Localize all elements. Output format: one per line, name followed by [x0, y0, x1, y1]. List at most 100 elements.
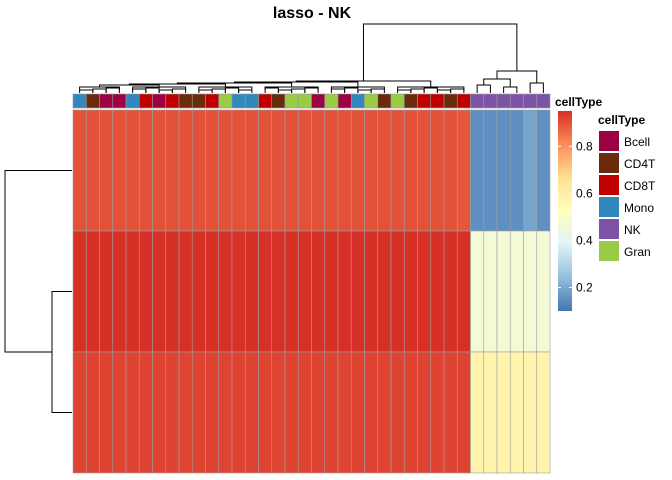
heatmap-cell: [430, 109, 445, 232]
heatmap-cell: [324, 230, 339, 353]
annotation-cell-cd4t: [443, 93, 458, 109]
heatmap-cell: [350, 109, 365, 232]
annotation-cell-cd4t: [178, 93, 193, 109]
column-dendrogram-branch: [370, 88, 385, 93]
column-dendrogram-branch: [105, 87, 120, 93]
row-dendrogram-branch: [51, 291, 72, 413]
heatmap-cell: [364, 230, 379, 353]
heatmap-cell: [470, 109, 485, 232]
heatmap-cell: [337, 230, 352, 353]
legend-label-bcell: Bcell: [624, 135, 650, 149]
heatmap-cell: [483, 351, 498, 474]
heatmap-cell: [205, 109, 220, 232]
heatmap-cell: [152, 109, 167, 232]
column-dendrogram-branch: [357, 89, 372, 93]
annotation-cell-mono: [125, 93, 140, 109]
heatmap-cell: [138, 109, 153, 232]
annotation-cell-gran: [297, 93, 312, 109]
heatmap-cell: [337, 351, 352, 474]
heatmap-cell: [165, 230, 180, 353]
annotation-cell-bcell: [337, 93, 352, 109]
annotation-bar-label: cellType: [555, 95, 602, 109]
annotation-cell-cd8t: [430, 93, 445, 109]
annotation-cell-mono: [231, 93, 246, 109]
column-dendrogram-branch: [79, 89, 94, 93]
heatmap-cell: [112, 109, 127, 232]
heatmap-cell: [417, 351, 432, 474]
annotation-cell-nk: [496, 93, 511, 109]
row-dendrogram-branch: [4, 170, 72, 353]
heatmap-cell: [85, 351, 100, 474]
annotation-cell-cd4t: [271, 93, 286, 109]
heatmap-cell: [523, 351, 538, 474]
heatmap-cell: [125, 230, 140, 353]
annotation-cell-mono: [72, 93, 87, 109]
column-dendrogram-branch: [450, 88, 465, 93]
annotation-cell-nk: [470, 93, 485, 109]
heatmap-cell: [138, 351, 153, 474]
annotation-cell-gran: [218, 93, 233, 109]
column-dendrogram-branch: [158, 89, 173, 93]
heatmap-cell: [483, 109, 498, 232]
annotation-cell-bcell: [152, 93, 167, 109]
heatmap-cell: [470, 230, 485, 353]
column-dendrogram-branch: [476, 84, 491, 93]
column-dendrogram-branch: [344, 87, 359, 93]
column-dendrogram-branch: [496, 70, 538, 83]
heatmap-cell: [364, 109, 379, 232]
heatmap-cell: [191, 109, 206, 232]
heatmap-cell: [99, 351, 114, 474]
annotation-cell-cd4t: [191, 93, 206, 109]
heatmap-cell: [443, 109, 458, 232]
row-dendrogram: [4, 170, 72, 413]
column-dendrogram-branch: [410, 88, 425, 93]
heatmap-cell: [297, 109, 312, 232]
legend-swatch-cd8t: [599, 175, 619, 195]
annotation-cell-nk: [483, 93, 498, 109]
column-dendrogram-branch: [211, 88, 226, 93]
heatmap-cell: [72, 230, 87, 353]
heatmap-cell: [244, 230, 259, 353]
heatmap-cell: [218, 109, 233, 232]
legend-title: cellType: [598, 113, 645, 127]
heatmap-cell: [85, 109, 100, 232]
heatmap-cell: [456, 230, 471, 353]
heatmap-cell: [231, 351, 246, 474]
heatmap-cell: [112, 230, 127, 353]
annotation-cell-mono: [350, 93, 365, 109]
heatmap-cell: [165, 109, 180, 232]
heatmap-cell: [496, 230, 511, 353]
heatmap-cell: [364, 351, 379, 474]
column-dendrogram-branch: [503, 86, 518, 93]
heatmap-cell: [350, 351, 365, 474]
heatmap-cell: [99, 230, 114, 353]
heatmap-cell: [456, 109, 471, 232]
colorbar-tick-label: 0.6: [576, 186, 593, 200]
heatmap-cell: [218, 351, 233, 474]
heatmap-cell: [284, 351, 299, 474]
annotation-cell-nk: [509, 93, 524, 109]
heatmap-cell: [470, 351, 485, 474]
heatmap-cell: [509, 230, 524, 353]
heatmap-cell: [271, 230, 286, 353]
legend-label-cd4t: CD4T: [624, 157, 656, 171]
heatmap-cell: [244, 351, 259, 474]
heatmap-cell: [258, 230, 273, 353]
column-dendrogram-branch: [277, 89, 293, 93]
column-dendrogram-branch: [264, 87, 279, 93]
heatmap-cell: [284, 109, 299, 232]
heatmap-cell: [337, 109, 352, 232]
heatmap-cell: [390, 109, 405, 232]
annotation-cell-gran: [390, 93, 405, 109]
annotation-cell-cd4t: [85, 93, 100, 109]
legend-swatch-nk: [599, 219, 619, 239]
heatmap-cell: [178, 351, 193, 474]
heatmap-cell: [430, 230, 445, 353]
heatmap-cell: [152, 351, 167, 474]
heatmap-cell: [350, 230, 365, 353]
heatmap-cell: [403, 109, 418, 232]
heatmap-cell: [271, 109, 286, 232]
annotation-cell-nk: [523, 93, 538, 109]
heatmap-cell: [258, 351, 273, 474]
